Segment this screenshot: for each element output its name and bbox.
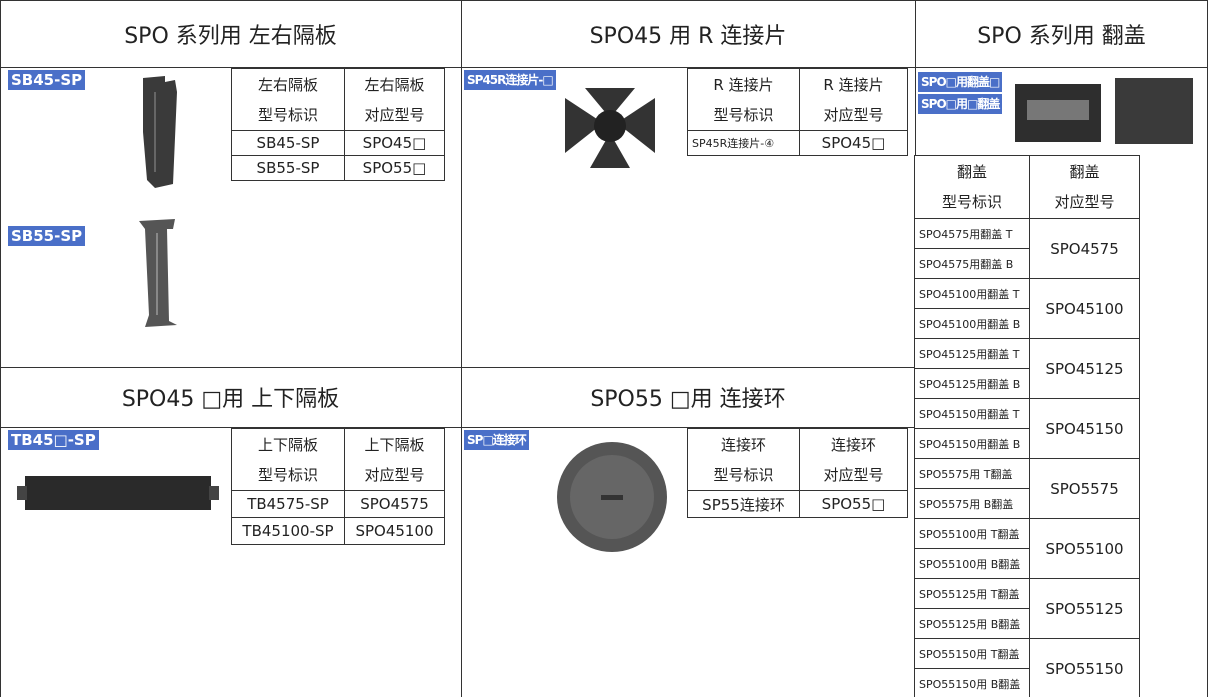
bottom-divider-image xyxy=(17,476,219,510)
table-cell: SPO55□ xyxy=(799,490,908,518)
panel-title: SPO45 □用 上下隔板 xyxy=(0,367,461,428)
table-cell: SPO55125用 T翻盖 xyxy=(914,578,1030,609)
panel-title: SPO45 用 R 连接片 xyxy=(461,0,915,68)
table-cell: SPO45125 xyxy=(1029,338,1140,399)
header-line: 上下隔板 xyxy=(364,435,425,454)
header-line: 上下隔板 xyxy=(257,435,318,454)
table-cell: SPO55125 xyxy=(1029,578,1140,639)
table-cell: SPO55□ xyxy=(344,155,445,181)
table-cell: SPO45100用翻盖 T xyxy=(914,278,1030,309)
table-header: R 连接片型号标识 xyxy=(687,68,800,131)
header-line: 型号标识 xyxy=(713,465,774,484)
header-line: R 连接片 xyxy=(823,75,884,94)
header-line: 对应型号 xyxy=(364,105,425,124)
table-cell: SPO45100 xyxy=(344,517,445,545)
r-connector-image xyxy=(565,88,655,168)
header-line: 对应型号 xyxy=(1054,193,1115,211)
table-header: 上下隔板 型号标识 xyxy=(231,428,345,491)
table-header: R 连接片对应型号 xyxy=(799,68,908,131)
table-cell: SPO55150 xyxy=(1029,638,1140,697)
table-cell: SPO45125用翻盖 B xyxy=(914,368,1030,399)
table-cell: SPO45100用翻盖 B xyxy=(914,308,1030,339)
table-cell: SPO55100用 B翻盖 xyxy=(914,548,1030,579)
table-cell: SPO55150用 B翻盖 xyxy=(914,668,1030,697)
panel-title: SPO 系列用 翻盖 xyxy=(915,0,1208,68)
table-cell: SPO5575用 T翻盖 xyxy=(914,458,1030,489)
table-cell: SPO55100 xyxy=(1029,518,1140,579)
model-tag: SB45-SP xyxy=(8,70,86,90)
header-line: 型号标识 xyxy=(941,193,1002,211)
table-cell: SP55连接环 xyxy=(687,490,800,518)
model-tag: TB45□-SP xyxy=(8,430,99,450)
table-cell: TB4575-SP xyxy=(231,490,345,518)
table-cell: SPO45125用翻盖 T xyxy=(914,338,1030,369)
header-line: 型号标识 xyxy=(257,105,318,124)
table-cell: SPO4575 xyxy=(344,490,445,518)
table-cell: SPO45150用翻盖 B xyxy=(914,428,1030,459)
header-line: 对应型号 xyxy=(364,465,425,484)
table-header: 翻盖 对应型号 xyxy=(1029,155,1140,219)
table-header: 左右隔板 对应型号 xyxy=(344,68,445,131)
model-tag: SPO□用翻盖□ xyxy=(918,72,1003,92)
table-cell: SPO45□ xyxy=(799,130,908,156)
header-line: 连接环 xyxy=(830,435,876,454)
header-line: 对应型号 xyxy=(823,465,884,484)
table-cell: SPO55100用 T翻盖 xyxy=(914,518,1030,549)
divider-image xyxy=(143,76,177,188)
header-line: 左右隔板 xyxy=(257,75,318,94)
header-line: 对应型号 xyxy=(823,105,884,124)
table-cell: SPO4575用翻盖 T xyxy=(914,218,1030,249)
model-tag: SP□连接环 xyxy=(464,430,529,450)
model-tag: SB55-SP xyxy=(8,226,86,246)
header-line: R 连接片 xyxy=(713,75,774,94)
table-cell: SPO55125用 B翻盖 xyxy=(914,608,1030,639)
table-cell: SB55-SP xyxy=(231,155,345,181)
header-line: 型号标识 xyxy=(713,105,774,124)
connector-ring-image xyxy=(557,442,667,552)
table-header: 连接环 型号标识 xyxy=(687,428,800,491)
header-line: 型号标识 xyxy=(257,465,318,484)
table-cell: SPO55150用 T翻盖 xyxy=(914,638,1030,669)
table-header: 上下隔板 对应型号 xyxy=(344,428,445,491)
header-line: 翻盖 xyxy=(1069,163,1100,181)
table-cell: SPO5575 xyxy=(1029,458,1140,519)
model-tag: SPO□用□翻盖 xyxy=(918,94,1003,114)
table-cell: SPO45100 xyxy=(1029,278,1140,339)
cover-image xyxy=(1015,78,1193,144)
table-header: 连接环 对应型号 xyxy=(799,428,908,491)
header-line: 连接环 xyxy=(720,435,766,454)
panel-title: SPO 系列用 左右隔板 xyxy=(0,0,461,68)
table-cell: SPO45□ xyxy=(344,130,445,156)
table-header: 翻盖 型号标识 xyxy=(914,155,1030,219)
table-cell: TB45100-SP xyxy=(231,517,345,545)
table-cell: SPO5575用 B翻盖 xyxy=(914,488,1030,519)
divider-image xyxy=(139,219,177,327)
table-cell: SPO4575 xyxy=(1029,218,1140,279)
table-cell: SP45R连接片-④ xyxy=(687,130,800,156)
table-cell: SPO45150用翻盖 T xyxy=(914,398,1030,429)
panel-title: SPO55 □用 连接环 xyxy=(461,367,915,428)
header-line: 翻盖 xyxy=(956,163,987,181)
table-cell: SB45-SP xyxy=(231,130,345,156)
table-cell: SPO4575用翻盖 B xyxy=(914,248,1030,279)
table-cell: SPO45150 xyxy=(1029,398,1140,459)
table-header: 左右隔板 型号标识 xyxy=(231,68,345,131)
header-line: 左右隔板 xyxy=(364,75,425,94)
model-tag: SP45R连接片-□ xyxy=(464,70,556,90)
